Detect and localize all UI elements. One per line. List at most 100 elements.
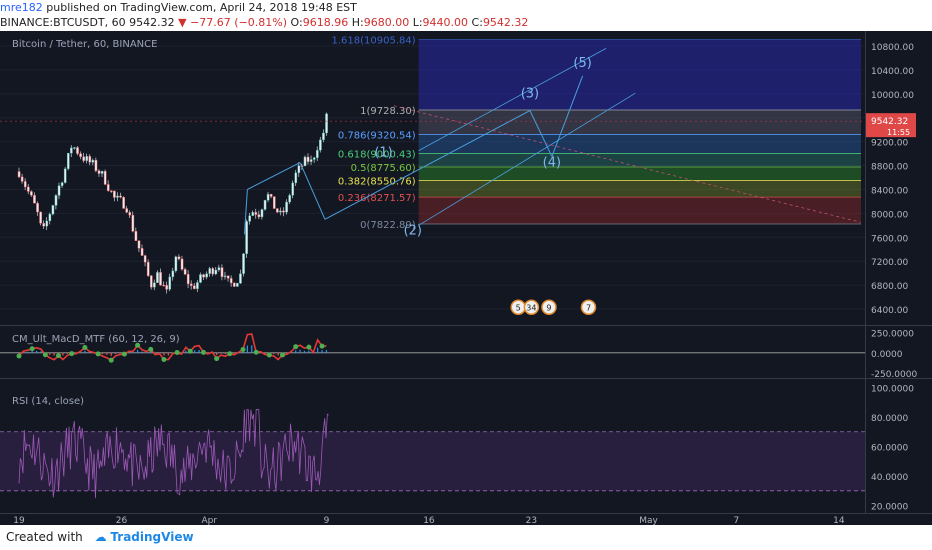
open-label: O: bbox=[290, 16, 303, 29]
candle-body bbox=[48, 213, 52, 222]
footer-bar: Created with ☁ TradingView bbox=[0, 525, 932, 550]
macd-cross-dot bbox=[214, 356, 220, 362]
fib-zone bbox=[418, 134, 861, 154]
candle-body bbox=[254, 212, 258, 215]
channel-line bbox=[418, 47, 607, 151]
candle-body bbox=[122, 197, 125, 209]
candle-body bbox=[39, 211, 42, 224]
macd-cross-dot bbox=[29, 346, 35, 352]
wave-label: (1) bbox=[374, 146, 392, 161]
y-tick-label: 7600.00 bbox=[871, 234, 908, 244]
x-tick-label: Apr bbox=[202, 516, 218, 525]
fib-level-label: 0.786(9320.54) bbox=[338, 130, 416, 141]
candle-body bbox=[223, 275, 227, 277]
publish-line: mre182 published on TradingView.com, Apr… bbox=[0, 0, 932, 15]
fib-level-label: 0.382(8550.76) bbox=[338, 176, 416, 187]
macd-cross-dot bbox=[69, 351, 75, 357]
y-tick-label: 10800.00 bbox=[871, 43, 914, 53]
macd-cross-dot bbox=[56, 353, 62, 359]
candle-body bbox=[94, 159, 98, 171]
candle-body bbox=[159, 272, 162, 286]
candle-body bbox=[251, 212, 255, 216]
macd-cross-dot bbox=[95, 351, 101, 357]
candle-body bbox=[106, 184, 110, 191]
candle-body bbox=[312, 157, 316, 160]
x-tick-label: 19 bbox=[13, 516, 25, 525]
candle-body bbox=[168, 276, 172, 290]
fib-level-label: 0.236(8271.57) bbox=[338, 193, 416, 204]
y-tick-label: 0.0000 bbox=[871, 350, 903, 360]
candle-body bbox=[88, 156, 92, 163]
x-tick-label: 16 bbox=[423, 516, 435, 525]
x-tick-label: 14 bbox=[833, 516, 845, 525]
wave-line bbox=[324, 110, 531, 220]
candle-body bbox=[51, 205, 55, 215]
candle-body bbox=[57, 185, 61, 196]
fib-level-label: 1.618(10905.84) bbox=[332, 36, 416, 47]
symbol-label: BINANCE:BTCUSDT, 60 bbox=[0, 16, 126, 29]
rsi-line bbox=[18, 409, 329, 499]
fib-zone bbox=[418, 153, 861, 167]
macd-cross-dot bbox=[161, 356, 167, 362]
last-price-tag-text: 9542.32 bbox=[871, 117, 908, 127]
candle-body bbox=[208, 268, 212, 274]
candle-body bbox=[202, 274, 205, 278]
macd-cross-dot bbox=[240, 347, 246, 353]
fib-level-label: 1(9728.30) bbox=[360, 106, 416, 117]
candle-body bbox=[239, 273, 242, 284]
candle-body bbox=[70, 147, 73, 154]
change-down-icon: ▼ bbox=[178, 16, 187, 29]
candle-body bbox=[146, 261, 150, 277]
candle-body bbox=[33, 195, 36, 204]
y-tick-label: 6400.00 bbox=[871, 306, 908, 316]
event-marker-label: 9 bbox=[546, 303, 551, 312]
candle-body bbox=[263, 199, 267, 210]
candle-body bbox=[180, 258, 184, 270]
wave-line bbox=[551, 75, 584, 157]
wave-label: (3) bbox=[521, 86, 539, 101]
macd-cross-dot bbox=[148, 346, 154, 352]
candle-body bbox=[54, 195, 58, 206]
candle-body bbox=[119, 195, 122, 198]
event-marker-label: 7 bbox=[586, 303, 591, 312]
macd-pane-title: CM_Ult_MacD_MTF (60, 12, 26, 9) bbox=[12, 334, 180, 345]
candle-body bbox=[325, 113, 328, 134]
y-tick-label: 8400.00 bbox=[871, 186, 908, 196]
candle-body bbox=[211, 268, 215, 275]
candle-body bbox=[134, 231, 138, 241]
y-tick-label: 9200.00 bbox=[871, 139, 908, 149]
main-pane-title: Bitcoin / Tether, 60, BINANCE bbox=[12, 39, 157, 50]
candle-body bbox=[27, 186, 30, 192]
candle-body bbox=[30, 191, 33, 196]
macd-cross-dot bbox=[82, 344, 88, 350]
candle-body bbox=[303, 156, 307, 167]
y-tick-label: 250.0000 bbox=[871, 330, 914, 340]
fib-zone bbox=[418, 166, 861, 181]
candle-body bbox=[177, 256, 181, 260]
event-marker-label: 5 bbox=[516, 303, 521, 312]
macd-cross-dot bbox=[253, 349, 259, 355]
candle-body bbox=[20, 176, 24, 182]
author-link[interactable]: mre182 bbox=[0, 1, 43, 14]
candle-body bbox=[196, 282, 199, 290]
macd-cross-dot bbox=[16, 353, 22, 359]
rsi-pane-title: RSI (14, close) bbox=[12, 396, 84, 407]
chart-svg[interactable]: 10800.0010400.0010000.009600.009200.0088… bbox=[0, 31, 932, 526]
y-tick-label: 8000.00 bbox=[871, 210, 908, 220]
candle-body bbox=[236, 282, 239, 287]
macd-cross-dot bbox=[306, 344, 312, 350]
low-label: L: bbox=[412, 16, 423, 29]
candle-body bbox=[100, 171, 104, 174]
candle-body bbox=[189, 283, 193, 286]
candle-body bbox=[66, 152, 70, 169]
candle-body bbox=[23, 181, 27, 188]
candle-body bbox=[322, 132, 325, 141]
y-tick-label: 100.0000 bbox=[871, 384, 914, 394]
tradingview-brand: TradingView bbox=[110, 530, 194, 544]
y-tick-label: 7200.00 bbox=[871, 258, 908, 268]
candle-body bbox=[217, 267, 221, 271]
wave-label: (4) bbox=[543, 156, 561, 171]
chart-area[interactable]: 10800.0010400.0010000.009600.009200.0088… bbox=[0, 31, 932, 526]
wave-line bbox=[529, 110, 553, 157]
candle-body bbox=[113, 190, 116, 198]
